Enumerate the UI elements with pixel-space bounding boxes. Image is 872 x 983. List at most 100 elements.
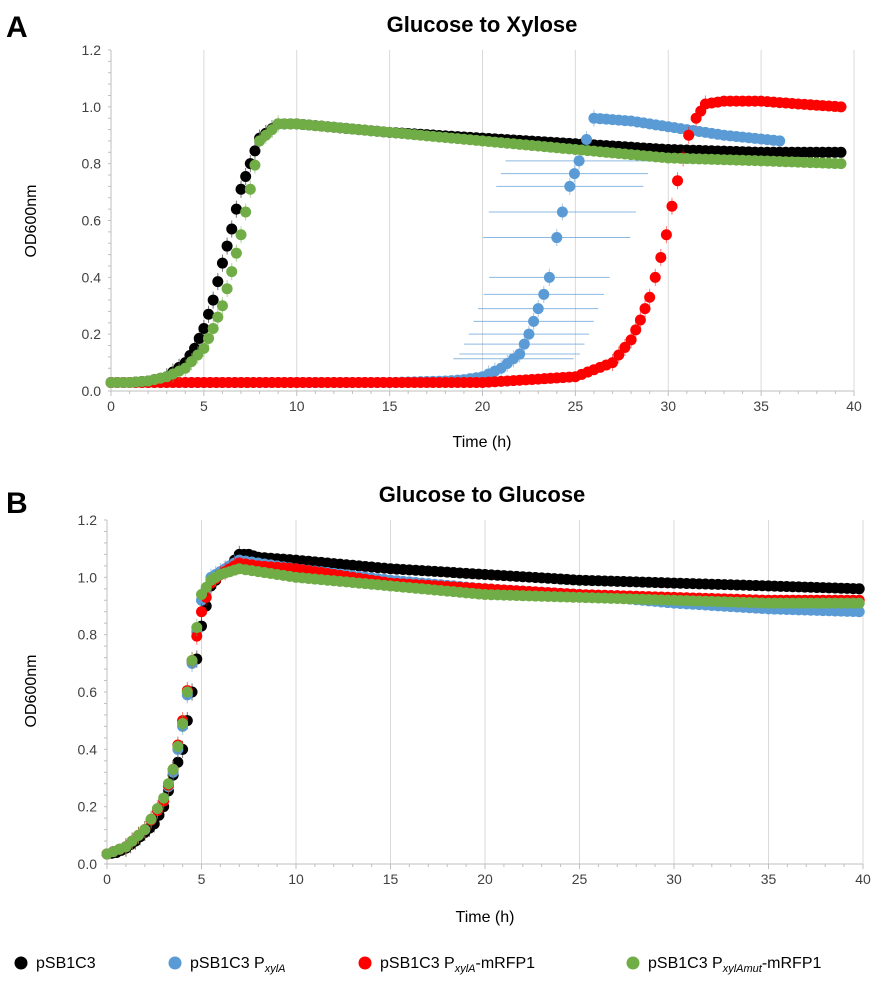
marks-b <box>101 545 865 860</box>
data-point-psb1c3 <box>193 332 205 344</box>
data-point-psb1c3 <box>249 145 261 157</box>
data-point-psb1c3 <box>235 183 247 195</box>
data-point-psb1c3-pxyla <box>573 155 585 167</box>
y-tick-label-b-1-2: 1.2 <box>78 512 98 528</box>
data-point-psb1c3-pxylamut-mrfp1 <box>191 622 203 633</box>
series-psb1c3-pxylamut-mrfp1-a <box>105 115 847 388</box>
y-axis-label-a: OD600nm <box>23 185 40 258</box>
y-ticks-b: 0.0 0.2 0.4 0.6 0.8 1.0 1.2 <box>78 512 98 872</box>
legend-swatch-psb1c3-pxylamut-mrfp1 <box>626 956 640 970</box>
data-point-psb1c3-pxyla-mrfp1 <box>630 324 642 336</box>
data-point-psb1c3-pxylamut-mrfp1 <box>151 803 163 815</box>
data-point-psb1c3-pxyla-mrfp1 <box>672 175 684 187</box>
data-point-psb1c3-pxyla-mrfp1 <box>660 229 672 241</box>
legend-item-psb1c3: pSB1C3 <box>14 955 96 972</box>
legend-label-psb1c3-pxyla-mrfp1: pSB1C3 PxylA-mRFP1 <box>380 955 535 975</box>
data-point-psb1c3 <box>207 294 219 306</box>
data-point-psb1c3-pxyla <box>564 180 576 192</box>
data-point-psb1c3-pxyla-mrfp1 <box>683 129 695 141</box>
data-point-psb1c3 <box>240 170 252 182</box>
data-point-psb1c3-pxyla-mrfp1 <box>639 303 651 315</box>
y-tick-label-a-0-8: 0.8 <box>82 156 102 172</box>
y-tick-label-b-0-0: 0.0 <box>78 856 98 872</box>
data-point-psb1c3-pxylamut-mrfp1 <box>835 158 847 170</box>
x-axis-label-b: Time (h) <box>456 909 515 926</box>
data-point-psb1c3-pxyla <box>568 168 580 180</box>
data-point-psb1c3 <box>226 223 238 235</box>
data-point-psb1c3-pxyla-mrfp1 <box>666 200 678 212</box>
series-psb1c3-pxyla-mrfp1-a <box>105 95 847 388</box>
data-point-psb1c3-pxyla <box>523 328 535 340</box>
data-point-psb1c3-pxyla <box>532 303 544 315</box>
data-point-psb1c3-pxylamut-mrfp1 <box>249 159 261 171</box>
y-tick-label-a-1-0: 1.0 <box>82 99 102 115</box>
y-tick-label-b-0-4: 0.4 <box>78 741 98 757</box>
x-tick-label-b-35: 35 <box>761 871 777 887</box>
legend-item-psb1c3-pxylamut-mrfp1: pSB1C3 PxylAmut-mRFP1 <box>626 955 822 975</box>
x-tick-label-b-40: 40 <box>855 871 871 887</box>
y-tick-label-b-0-6: 0.6 <box>78 684 98 700</box>
y-tick-label-a-0-0: 0.0 <box>82 383 102 399</box>
legend-label-psb1c3-pxylamut-mrfp1: pSB1C3 PxylAmut-mRFP1 <box>648 955 822 975</box>
series-psb1c3-pxylamut-mrfp1-b <box>101 563 865 860</box>
data-point-psb1c3-pxyla-mrfp1 <box>655 251 667 263</box>
x-tick-label-a-10: 10 <box>289 398 305 414</box>
data-point-psb1c3-pxyla-mrfp1 <box>625 334 637 346</box>
data-point-psb1c3-pxylamut-mrfp1 <box>240 206 252 218</box>
data-point-psb1c3-pxyla <box>543 271 555 283</box>
y-tick-label-a-0-2: 0.2 <box>82 326 102 342</box>
y-tick-label-a-1-2: 1.2 <box>82 42 102 58</box>
legend-swatch-psb1c3 <box>14 956 28 970</box>
data-point-psb1c3-pxylamut-mrfp1 <box>212 311 224 323</box>
legend-label-psb1c3-pxyla: pSB1C3 PxylA <box>190 955 286 975</box>
x-ticks-a: 0 5 10 15 20 25 30 35 40 <box>107 398 862 414</box>
legend: pSB1C3 pSB1C3 PxylA pSB1C3 PxylA-mRFP1 pSB1… <box>14 955 822 975</box>
data-point-psb1c3-pxyla <box>538 288 550 300</box>
x-axis-label-a: Time (h) <box>453 434 512 451</box>
data-point-psb1c3-pxylamut-mrfp1 <box>235 229 247 241</box>
data-point-psb1c3-pxyla-mrfp1 <box>613 349 625 361</box>
chart-title-a: Glucose to Xylose <box>387 12 578 37</box>
data-point-psb1c3-pxyla-mrfp1 <box>196 606 207 618</box>
data-point-psb1c3 <box>212 276 224 288</box>
data-point-psb1c3 <box>230 203 242 215</box>
data-point-psb1c3-pxylamut-mrfp1 <box>162 778 174 790</box>
data-point-psb1c3-pxyla <box>556 206 568 218</box>
data-point-psb1c3-pxylamut-mrfp1 <box>198 342 210 354</box>
x-tick-label-a-30: 30 <box>660 398 676 414</box>
data-point-psb1c3-pxylamut-mrfp1 <box>230 247 242 259</box>
x-tick-label-a-20: 20 <box>475 398 491 414</box>
x-tick-label-a-35: 35 <box>753 398 769 414</box>
x-ticks-b: 0 5 10 15 20 25 30 35 40 <box>103 871 871 887</box>
data-point-psb1c3-pxylamut-mrfp1 <box>158 792 170 804</box>
data-point-psb1c3-pxyla-mrfp1 <box>644 291 656 303</box>
x-tick-label-b-10: 10 <box>288 871 304 887</box>
axes-b <box>104 519 864 869</box>
x-tick-label-b-0: 0 <box>103 871 111 887</box>
data-point-psb1c3-pxyla <box>581 134 593 146</box>
x-tick-label-a-40: 40 <box>846 398 862 414</box>
data-point-psb1c3-pxylamut-mrfp1 <box>177 718 189 730</box>
data-point-psb1c3-pxyla <box>514 348 526 360</box>
data-point-psb1c3-pxyla-mrfp1 <box>835 101 847 113</box>
marks-a <box>105 95 847 388</box>
x-tick-label-b-15: 15 <box>383 871 399 887</box>
data-point-psb1c3-pxylamut-mrfp1 <box>221 283 233 295</box>
data-point-psb1c3-pxyla <box>518 338 530 350</box>
data-point-psb1c3-pxylamut-mrfp1 <box>186 654 198 666</box>
x-tick-label-a-25: 25 <box>568 398 584 414</box>
panel-letter-b: B <box>6 487 28 520</box>
data-point-psb1c3-pxylamut-mrfp1 <box>853 597 865 609</box>
data-point-psb1c3-pxylamut-mrfp1 <box>216 300 228 312</box>
data-point-psb1c3-pxylamut-mrfp1 <box>139 824 151 836</box>
data-point-psb1c3-pxylamut-mrfp1 <box>181 686 193 698</box>
legend-swatch-psb1c3-pxyla <box>168 956 182 970</box>
data-point-psb1c3 <box>216 257 228 269</box>
panel-a: A Glucose to Xylose 0 5 10 15 20 25 30 35 40 0.0… <box>6 11 862 451</box>
y-ticks-a: 0.0 0.2 0.4 0.6 0.8 1.0 1.2 <box>82 42 102 399</box>
legend-item-psb1c3-pxyla-mrfp1: pSB1C3 PxylA-mRFP1 <box>358 955 535 975</box>
data-point-psb1c3 <box>221 240 233 252</box>
data-point-psb1c3-pxyla-mrfp1 <box>607 357 619 369</box>
data-point-psb1c3-pxylamut-mrfp1 <box>226 266 238 278</box>
